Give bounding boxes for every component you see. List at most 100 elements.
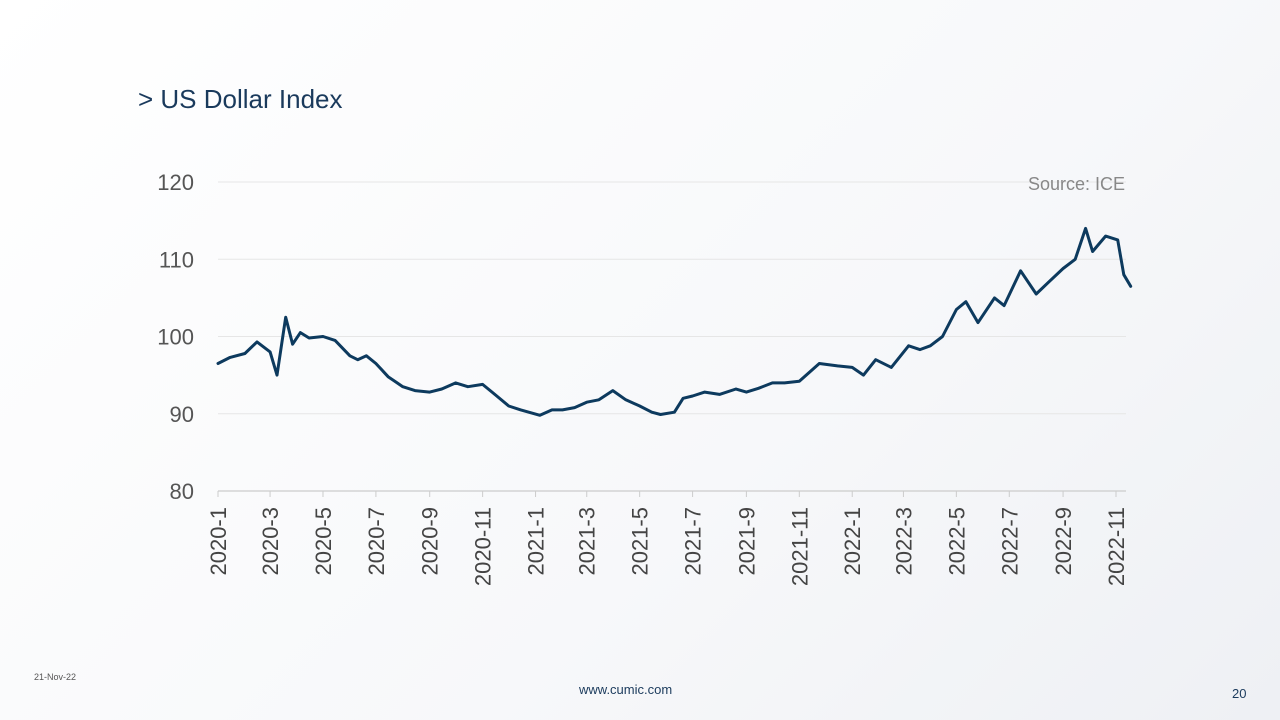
data-point xyxy=(976,321,980,324)
data-point xyxy=(862,373,865,377)
data-point xyxy=(550,408,554,412)
y-tick-label: 110 xyxy=(159,247,194,272)
data-point xyxy=(401,385,404,388)
data-point xyxy=(365,354,368,357)
data-point xyxy=(268,350,272,354)
x-tick-label: 2021-3 xyxy=(575,507,600,576)
y-tick-label: 90 xyxy=(170,402,194,427)
data-point xyxy=(673,411,676,414)
data-point xyxy=(561,408,564,412)
data-point xyxy=(1035,292,1038,296)
data-point xyxy=(638,404,641,408)
data-point xyxy=(275,373,279,377)
data-point xyxy=(307,336,311,340)
data-point xyxy=(851,366,854,369)
x-tick-label: 2020-7 xyxy=(364,507,389,576)
page-number: 20 xyxy=(1232,686,1247,701)
data-point xyxy=(284,316,287,319)
data-point xyxy=(745,390,748,394)
data-point xyxy=(1061,267,1065,270)
data-point xyxy=(228,356,232,359)
data-point xyxy=(519,408,522,412)
x-tick-label: 2021-7 xyxy=(681,507,706,576)
data-point xyxy=(918,348,922,351)
data-point xyxy=(818,362,821,365)
x-tick-label: 2022-9 xyxy=(1051,507,1076,576)
data-point xyxy=(611,389,614,392)
data-point xyxy=(1116,238,1119,242)
data-point xyxy=(681,397,685,400)
x-tick-label: 2021-11 xyxy=(787,507,812,586)
data-point xyxy=(1129,285,1132,288)
data-point xyxy=(440,387,443,391)
data-point xyxy=(907,344,910,347)
data-point xyxy=(454,381,457,385)
data-point xyxy=(585,401,588,404)
data-point xyxy=(493,393,496,396)
y-tick-label: 120 xyxy=(157,170,194,195)
data-point xyxy=(481,383,484,386)
x-tick-label: 2020-9 xyxy=(418,507,443,576)
data-point xyxy=(964,300,968,303)
data-point xyxy=(597,398,601,401)
data-point xyxy=(757,387,760,390)
data-point xyxy=(1002,304,1006,307)
x-tick-label: 2020-11 xyxy=(471,507,496,586)
x-tick-label: 2021-1 xyxy=(524,507,549,576)
data-point xyxy=(1074,258,1077,261)
data-point xyxy=(624,398,627,401)
x-tick-label: 2022-5 xyxy=(944,507,969,576)
y-axis: 80 90 100 110 120 xyxy=(157,170,194,504)
data-point xyxy=(650,411,653,414)
data-point xyxy=(573,406,576,409)
data-point xyxy=(798,380,801,383)
footer-url[interactable]: www.cumic.com xyxy=(579,682,673,697)
data-point xyxy=(718,393,721,396)
x-tick-label: 2020-1 xyxy=(206,507,231,576)
data-point xyxy=(299,331,302,334)
data-point xyxy=(993,296,996,300)
x-tick-label: 2021-9 xyxy=(734,507,759,576)
data-point xyxy=(783,381,786,385)
x-tick-label: 2022-11 xyxy=(1104,507,1129,586)
y-tick-label: 100 xyxy=(157,325,194,350)
x-tick-label: 2020-5 xyxy=(311,507,336,576)
data-point xyxy=(538,414,542,417)
grid-lines xyxy=(218,181,1126,415)
data-point xyxy=(466,385,470,388)
x-tick-label: 2022-3 xyxy=(891,507,916,576)
data-point xyxy=(703,390,706,394)
page-title: > US Dollar Index xyxy=(138,84,343,114)
data-point xyxy=(255,340,259,344)
data-point xyxy=(1104,234,1107,238)
data-point xyxy=(356,358,359,361)
data-point xyxy=(348,354,352,357)
data-point xyxy=(836,364,839,368)
data-point xyxy=(874,358,877,361)
series-layer xyxy=(216,226,1133,417)
series-line-dxy xyxy=(216,226,1133,417)
data-point xyxy=(941,335,944,338)
data-point xyxy=(659,413,662,416)
data-point xyxy=(333,339,337,342)
data-point xyxy=(955,308,958,311)
data-point xyxy=(1047,281,1050,284)
data-point xyxy=(321,335,325,338)
data-point xyxy=(734,387,738,391)
x-tick-label: 2020-3 xyxy=(258,507,283,576)
data-point xyxy=(507,404,510,408)
x-tick-label: 2022-1 xyxy=(840,507,865,576)
data-point xyxy=(386,375,390,378)
data-point xyxy=(771,381,774,385)
data-point xyxy=(428,390,431,394)
data-point xyxy=(1019,269,1022,272)
data-point xyxy=(243,352,247,355)
data-point xyxy=(890,366,893,369)
data-point xyxy=(374,362,378,365)
footer-date: 21-Nov-22 xyxy=(34,672,77,682)
y-tick-label: 80 xyxy=(170,479,194,504)
data-point xyxy=(413,389,417,392)
data-point xyxy=(691,394,694,398)
source-label: Source: ICE xyxy=(1028,174,1125,194)
